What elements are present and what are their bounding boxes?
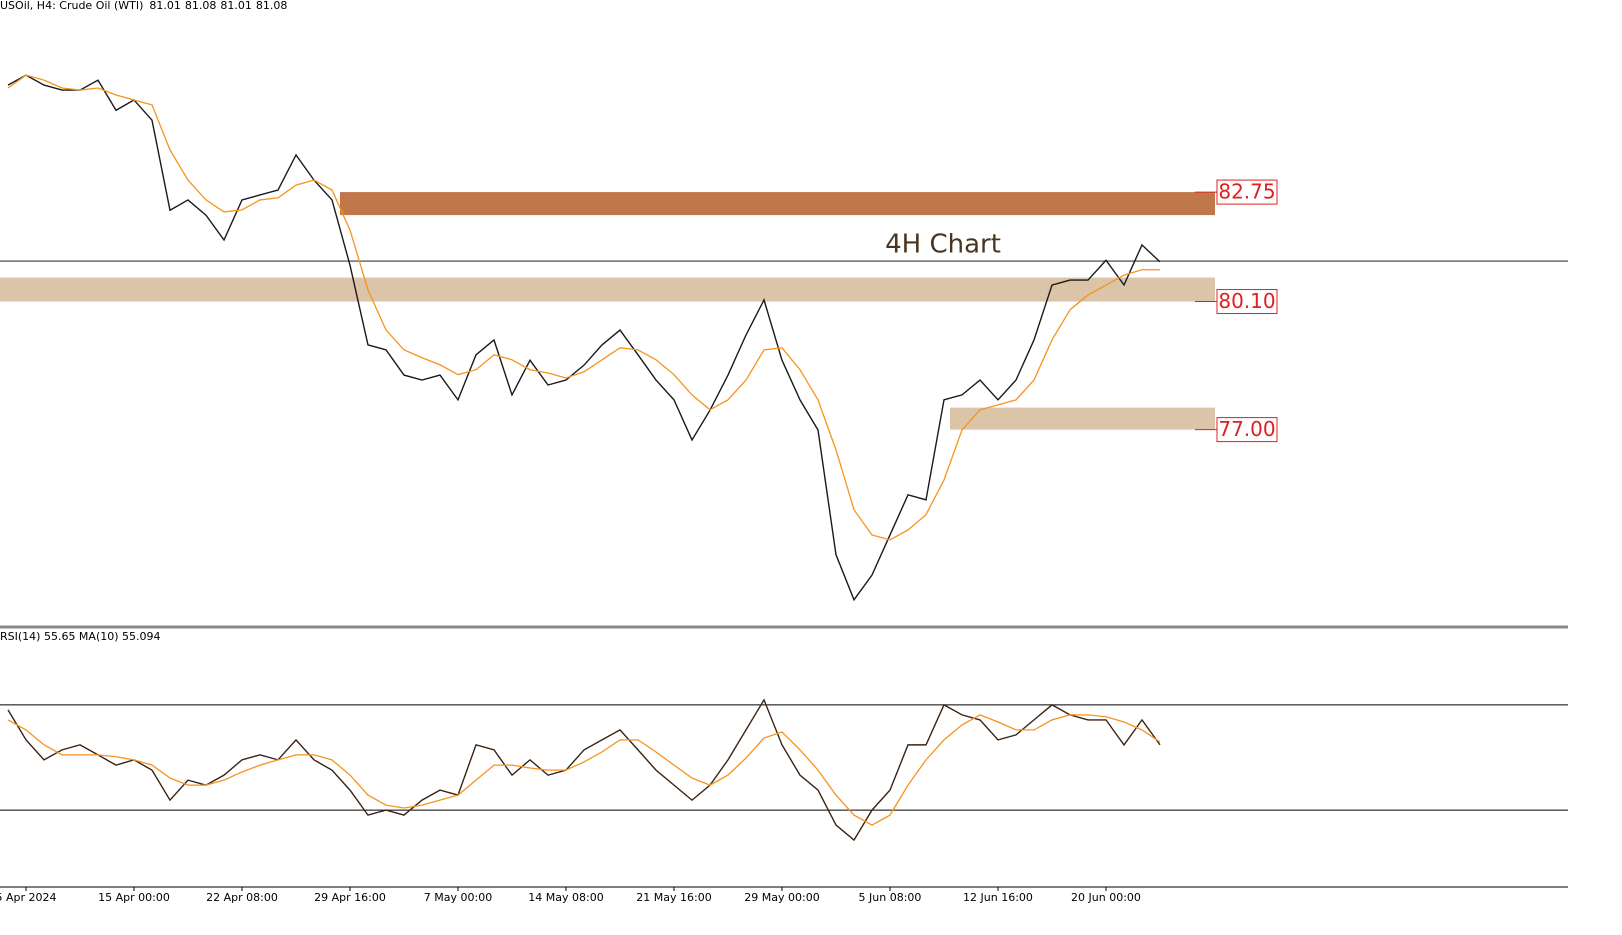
- x-tick-label: 5 Jun 08:00: [859, 891, 922, 904]
- level-label: 77.00: [1218, 417, 1275, 441]
- x-tick-label: 7 May 00:00: [424, 891, 492, 904]
- x-tick-label: 22 Apr 08:00: [206, 891, 278, 904]
- x-tick-label: 20 Jun 00:00: [1071, 891, 1141, 904]
- x-tick-label: 29 Apr 16:00: [314, 891, 386, 904]
- ohlc-close: 81.08: [256, 0, 288, 12]
- series-line: [7, 714, 1161, 826]
- x-tick-label: 15 Apr 00:00: [98, 891, 170, 904]
- price-header: USOil, H4: Crude Oil (WTI) 81.01 81.08 81.0…: [0, 0, 287, 12]
- ohlc-high: 81.08: [185, 0, 217, 12]
- annotation: 4H Chart: [885, 230, 1001, 260]
- level-label: 80.10: [1218, 289, 1275, 313]
- ohlc-open: 81.01: [149, 0, 181, 12]
- level-box: [1216, 417, 1278, 443]
- zone: [340, 192, 1215, 216]
- ohlc-low: 81.01: [220, 0, 252, 12]
- x-tick-label: 12 Jun 16:00: [963, 891, 1033, 904]
- level-box: [1216, 179, 1278, 205]
- x-tick-label: 14 May 08:00: [528, 891, 603, 904]
- series-line: [7, 74, 1161, 602]
- x-tick-label: 5 Apr 2024: [0, 891, 57, 904]
- level-box: [1216, 289, 1278, 315]
- series-line: [7, 74, 1160, 541]
- zone: [0, 277, 1215, 302]
- x-tick-label: 21 May 16:00: [636, 891, 711, 904]
- rsi-title: RSI(14) 55.65 MA(10) 55.094: [0, 630, 161, 643]
- zone: [950, 407, 1215, 430]
- symbol: USOil, H4: Crude Oil (WTI): [0, 0, 143, 12]
- x-tick-label: 29 May 00:00: [744, 891, 819, 904]
- series-line: [7, 698, 1161, 842]
- level-label: 82.75: [1218, 180, 1275, 204]
